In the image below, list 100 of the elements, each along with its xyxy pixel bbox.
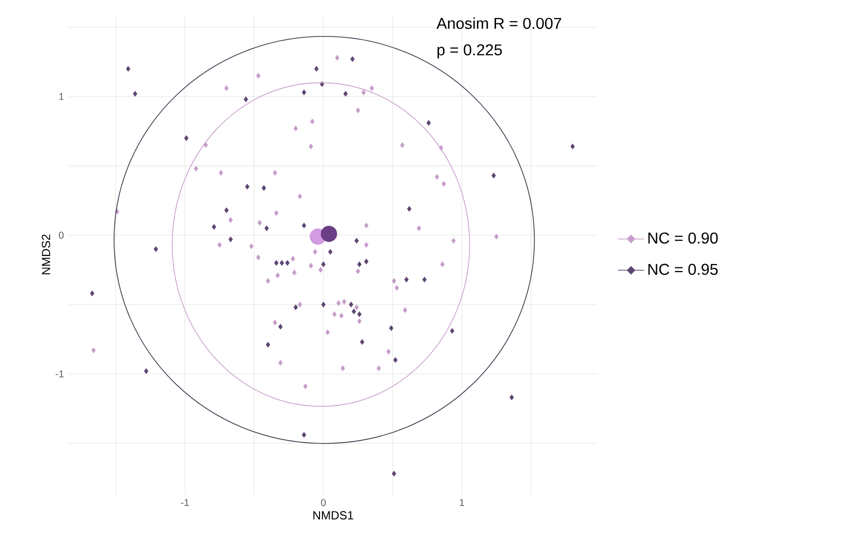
point [426, 120, 431, 126]
point [294, 304, 298, 310]
point [308, 144, 314, 150]
point [274, 260, 278, 266]
point [352, 308, 356, 314]
point [394, 285, 399, 291]
point [302, 90, 306, 96]
point [416, 226, 422, 232]
point [356, 108, 360, 114]
point [285, 260, 290, 266]
point [217, 242, 222, 248]
point [342, 299, 346, 305]
point [510, 394, 514, 400]
point [357, 312, 362, 318]
point [258, 220, 262, 226]
point [280, 260, 284, 266]
point [244, 96, 248, 102]
y-tick-label: 0 [58, 232, 64, 239]
point [264, 226, 269, 232]
point [332, 312, 337, 318]
point [386, 349, 391, 355]
x-axis-title: NMDS1 [313, 511, 354, 520]
point [336, 300, 341, 306]
point [389, 326, 394, 332]
point [266, 278, 270, 284]
point [126, 66, 130, 72]
point [340, 366, 345, 372]
legend-label: NC = 0.90 [648, 232, 718, 244]
point [184, 136, 188, 142]
point [348, 302, 354, 308]
point [376, 366, 381, 372]
point [321, 262, 326, 268]
point [132, 91, 138, 97]
point [294, 126, 298, 132]
point [245, 184, 250, 190]
point [278, 360, 283, 366]
point [249, 244, 254, 250]
point [328, 249, 332, 255]
point [356, 268, 360, 274]
point [302, 222, 306, 228]
point [339, 313, 344, 319]
point [494, 234, 499, 240]
x-tick-label: 1 [460, 499, 464, 506]
point [256, 254, 260, 260]
point [224, 208, 229, 214]
point [194, 166, 198, 172]
point [262, 185, 266, 191]
point [144, 368, 148, 374]
point [364, 222, 368, 228]
point [256, 73, 260, 79]
point [204, 142, 208, 148]
point [570, 144, 575, 150]
x-tick-label: 0 [321, 499, 326, 506]
point [272, 320, 278, 326]
point [434, 174, 440, 180]
y-tick-label: 1 [59, 93, 64, 100]
point [212, 224, 216, 230]
point [320, 226, 338, 242]
point [393, 357, 398, 363]
point [321, 302, 326, 308]
point [298, 194, 302, 200]
point [154, 246, 158, 252]
y-tick-label: -1 [56, 370, 64, 378]
point [90, 290, 94, 296]
point [292, 270, 296, 276]
point [442, 181, 446, 187]
point [402, 307, 408, 313]
point [310, 118, 314, 124]
point [318, 267, 323, 273]
point [228, 217, 233, 223]
annotation: Anosim R = 0.007 [436, 18, 562, 30]
point [312, 249, 318, 255]
point [218, 170, 224, 176]
point [357, 318, 362, 324]
point [325, 330, 330, 336]
point [407, 206, 412, 212]
point [400, 142, 404, 148]
point [404, 276, 409, 282]
point [298, 302, 302, 308]
x-tick-label: -1 [181, 499, 189, 506]
point [314, 66, 319, 72]
point [290, 256, 296, 262]
point [302, 432, 306, 438]
annotation: p = 0.225 [438, 44, 502, 59]
point [276, 272, 280, 278]
point [303, 384, 308, 390]
point [364, 242, 368, 248]
point [343, 91, 348, 97]
point [224, 86, 229, 92]
point [450, 328, 454, 334]
y-axis-title: NMDS2 [42, 234, 50, 274]
point [357, 262, 362, 268]
point [228, 236, 233, 242]
point [266, 342, 270, 348]
point [440, 262, 445, 268]
point [364, 258, 368, 264]
point [354, 238, 359, 244]
point [278, 324, 283, 330]
point [272, 170, 278, 176]
point [274, 210, 278, 216]
